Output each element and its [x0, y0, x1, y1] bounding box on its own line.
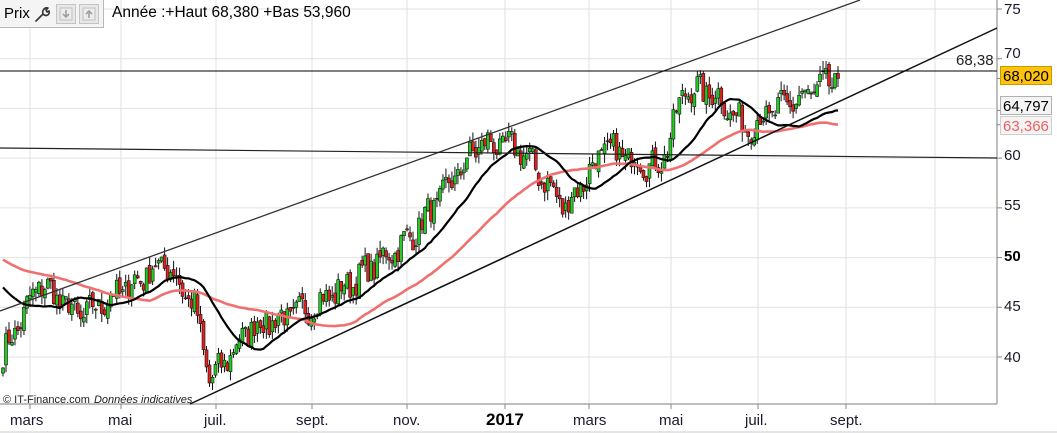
copyright-text: © IT-Finance.com: [3, 394, 90, 406]
x-tick-mars-2016: mars: [10, 412, 44, 429]
upper-channel-trendline: [0, 0, 861, 312]
price-label: Prix: [4, 5, 30, 22]
long-ma-tag: 63,366: [1000, 116, 1052, 135]
arrow-up-icon[interactable]: [78, 3, 99, 24]
resistance-level-label: 68,38: [956, 52, 994, 69]
y-tick-75: 75: [1004, 1, 1021, 18]
x-tick-mai-2017: mai: [659, 412, 684, 429]
x-tick-nov-2016: nov.: [393, 412, 421, 429]
y-tick-40: 40: [1004, 349, 1021, 366]
copyright-notice: © IT-Finance.com Données indicatives: [3, 394, 192, 406]
last-price-tag: 68,020: [1000, 66, 1052, 85]
x-tick-mai-2016: mai: [108, 412, 133, 429]
disclaimer-text: Données indicatives: [93, 394, 193, 406]
short-moving-average-line: [2, 97, 839, 351]
chart-toolbar: Prix: [0, 0, 104, 28]
x-tick-2017: 2017: [486, 410, 524, 429]
y-tick-55: 55: [1004, 197, 1021, 214]
y-tick-45: 45: [1004, 298, 1021, 315]
lower-channel-trendline: [189, 27, 998, 405]
y-tick-60: 60: [1004, 147, 1021, 164]
long-moving-average-line: [2, 121, 839, 328]
wrench-icon[interactable]: [33, 4, 53, 24]
y-tick-70: 70: [1004, 45, 1021, 62]
x-tick-juil-2016: juil.: [204, 412, 227, 429]
arrow-down-icon[interactable]: [55, 3, 76, 24]
period-high-low-info: Année :+Haut 68,380 +Bas 53,960: [112, 4, 351, 21]
x-tick-sept-2017: sept.: [830, 412, 863, 429]
x-tick-mars-2017: mars: [573, 412, 607, 429]
support-line-60: [0, 147, 998, 159]
y-tick-50: 50: [1004, 248, 1021, 265]
x-tick-sept-2016: sept.: [296, 412, 329, 429]
x-tick-juil-2017: juil.: [745, 412, 768, 429]
short-ma-tag: 64,797: [1000, 96, 1052, 115]
